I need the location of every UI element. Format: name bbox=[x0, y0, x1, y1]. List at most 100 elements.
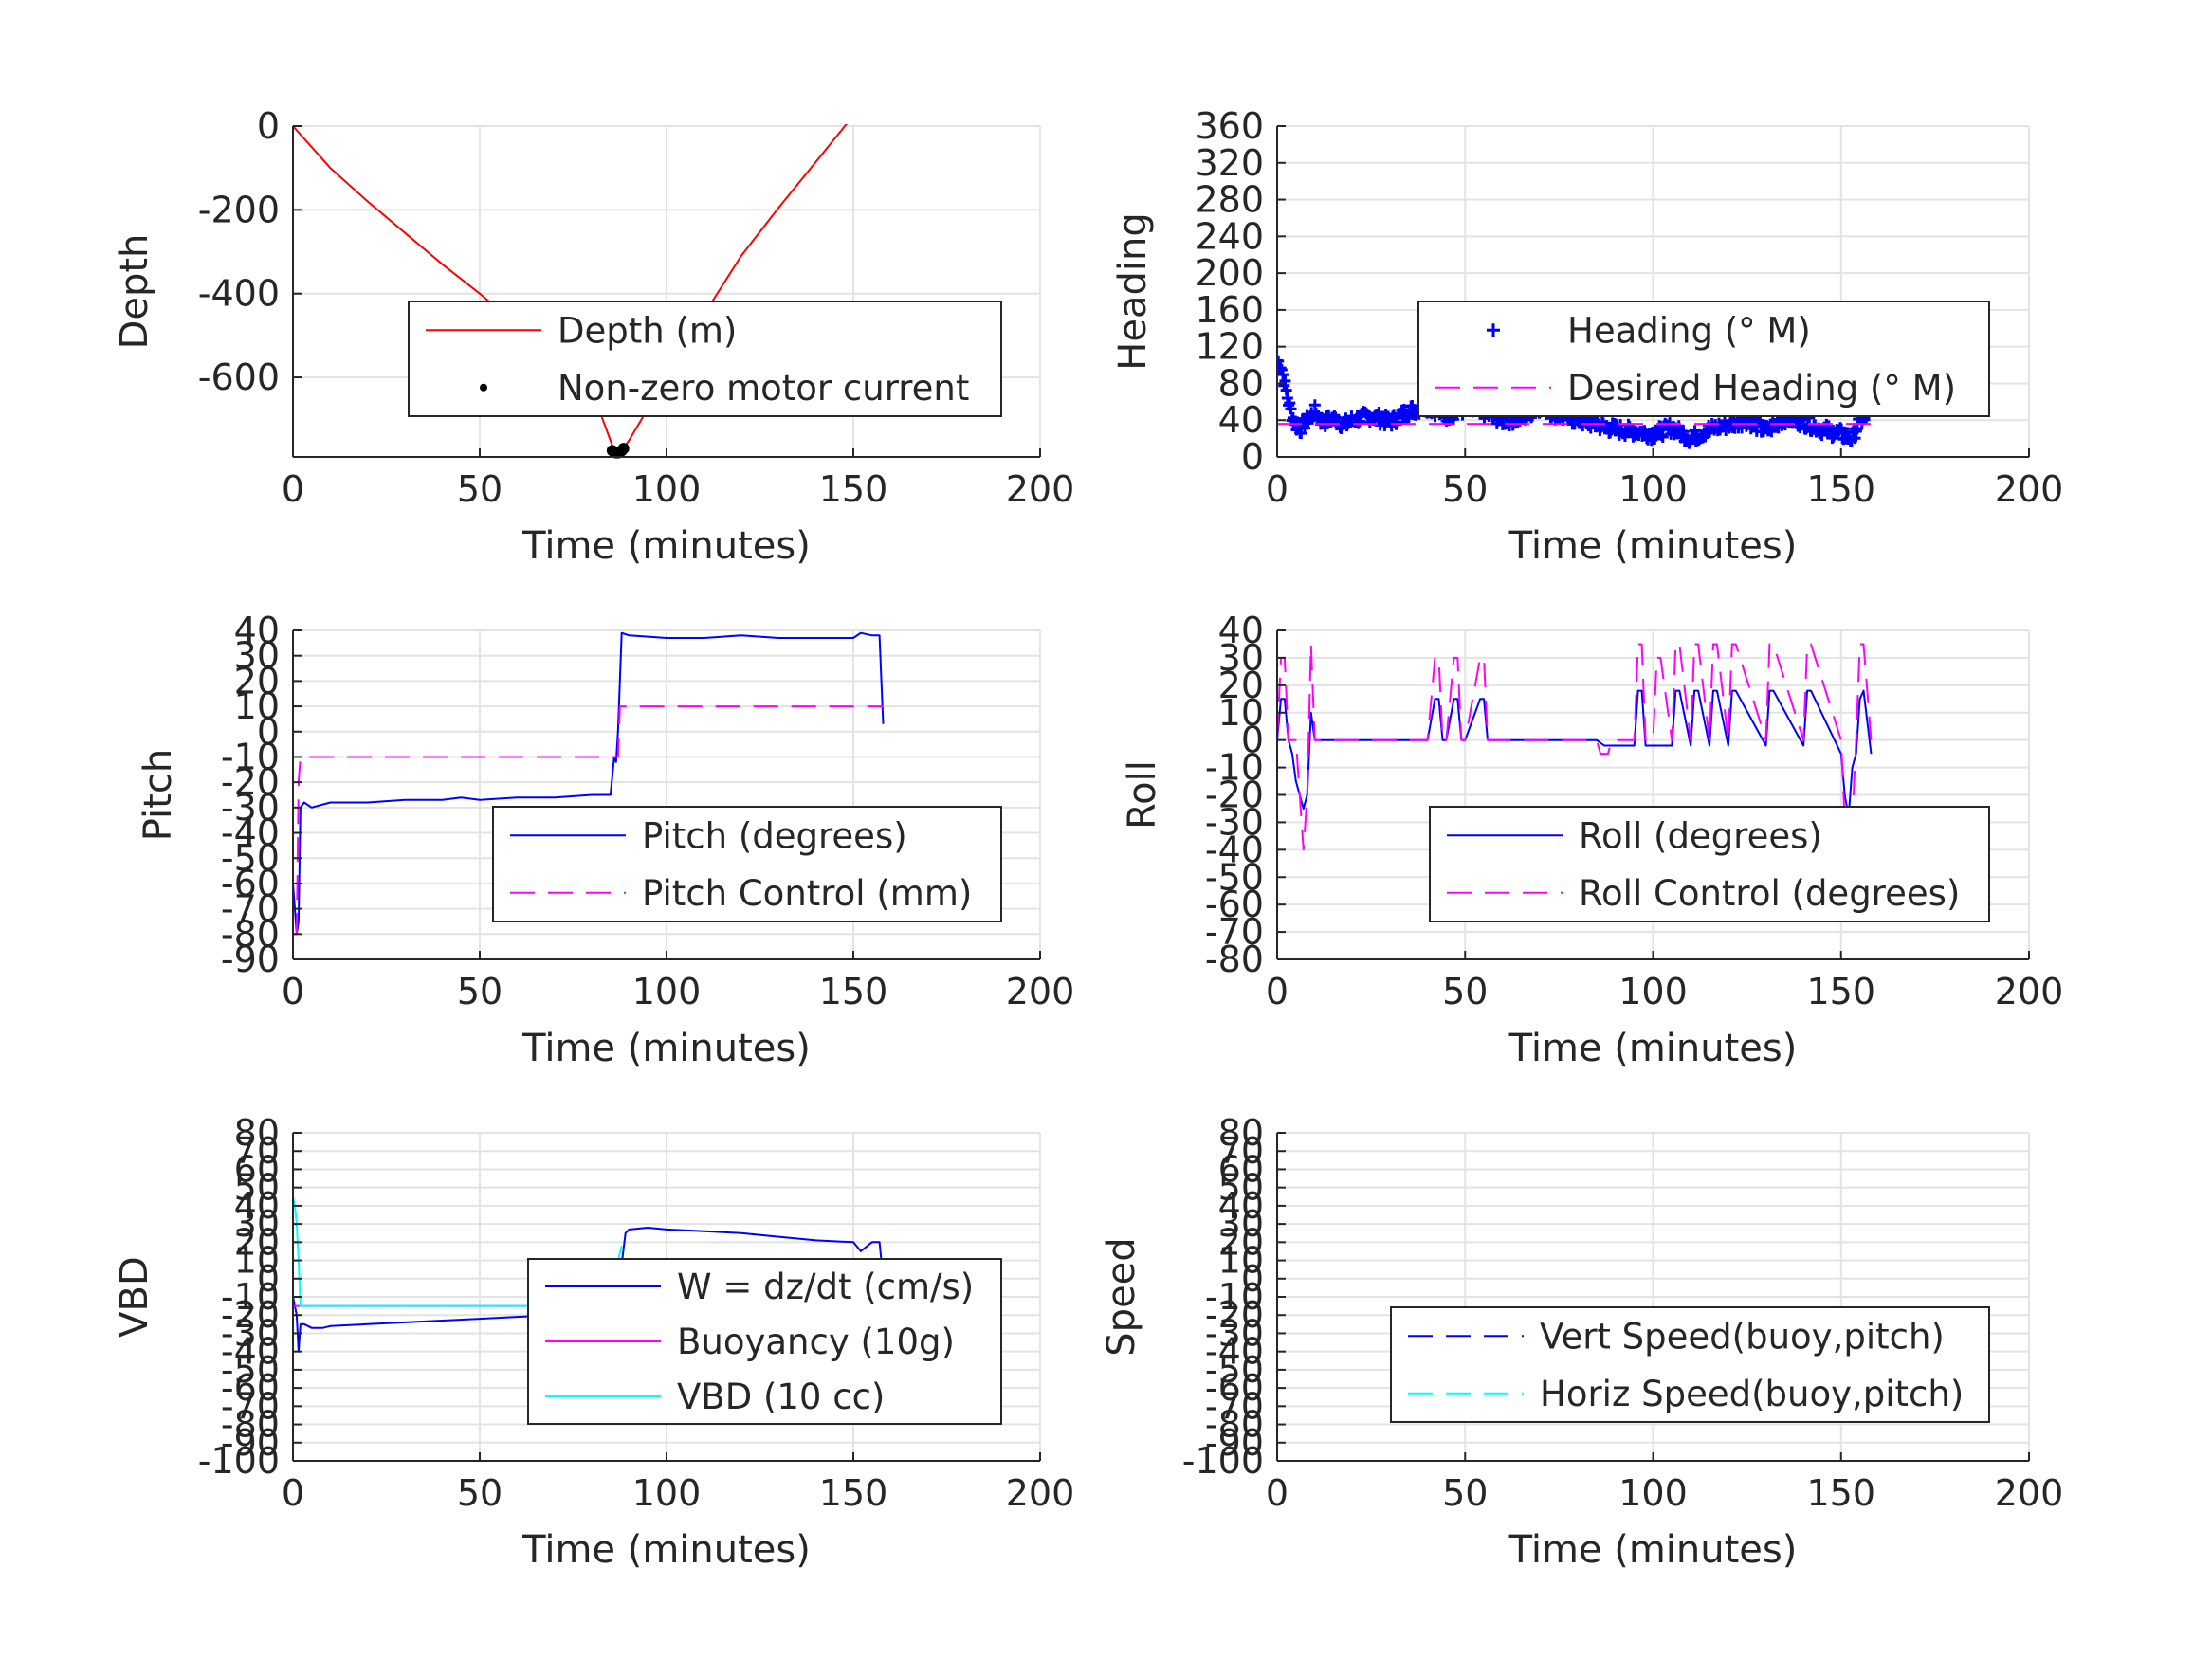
x-tick-label: 150 bbox=[819, 1472, 888, 1514]
legend-label: Pitch (degrees) bbox=[642, 815, 907, 856]
x-tick-label: 50 bbox=[457, 468, 503, 510]
x-tick-label: 100 bbox=[1618, 1472, 1688, 1514]
legend: W = dz/dt (cm/s) Buoyancy (10g) VBD (10 cc… bbox=[527, 1258, 1002, 1425]
y-tick-label: -100 bbox=[198, 1440, 280, 1482]
y-axis-label: Heading bbox=[1111, 212, 1155, 370]
y-tick-label: -80 bbox=[221, 913, 280, 955]
x-tick-label: 150 bbox=[819, 468, 888, 510]
y-tick-label: -80 bbox=[1205, 939, 1264, 980]
y-tick-label: -90 bbox=[1205, 1422, 1264, 1464]
chart-heading: 0 50 100 150 20004080120160200240280320360Ti… bbox=[1111, 105, 2063, 568]
x-tick-label: 150 bbox=[1806, 468, 1875, 510]
y-tick-label: 80 bbox=[234, 1112, 280, 1154]
y-tick-label: 20 bbox=[234, 1221, 280, 1263]
y-tick-label: -50 bbox=[221, 837, 280, 879]
legend-label: Horiz Speed(buoy,pitch) bbox=[1540, 1374, 1964, 1414]
x-tick-label: 200 bbox=[1995, 971, 2064, 1012]
y-tick-label: -10 bbox=[221, 736, 280, 777]
chart-roll: 0 50 100 150 200-80-70-60-50-40-30-20-100102… bbox=[1121, 610, 2063, 1070]
y-tick-label: 40 bbox=[1218, 610, 1264, 651]
x-tick-label: 100 bbox=[632, 468, 702, 510]
legend-label: Pitch Control (mm) bbox=[642, 873, 972, 914]
y-tick-label: 0 bbox=[257, 105, 280, 147]
legend-box bbox=[1417, 301, 1990, 417]
x-tick-label: 0 bbox=[1266, 971, 1289, 1012]
x-axis-label: Time (minutes) bbox=[521, 1528, 811, 1572]
data-point bbox=[1689, 425, 1701, 437]
y-axis-label: VBD bbox=[113, 1256, 156, 1338]
y-tick-label: 280 bbox=[1195, 179, 1264, 221]
chart-pitch: 0 50 100 150 200-90-80-70-60-50-40-30-20-100… bbox=[137, 610, 1074, 1070]
y-tick-label: -100 bbox=[1182, 1440, 1264, 1482]
x-tick-label: 0 bbox=[282, 468, 304, 510]
legend-label: Desired Heading (° M) bbox=[1567, 368, 1956, 409]
y-axis-label: Roll bbox=[1121, 760, 1164, 830]
legend-label: VBD (10 cc) bbox=[677, 1376, 885, 1417]
legend-box bbox=[408, 301, 1002, 417]
y-tick-label: 40 bbox=[234, 1185, 280, 1227]
y-tick-label: -30 bbox=[1205, 801, 1264, 843]
y-tick-label: -40 bbox=[221, 812, 280, 854]
x-tick-label: 50 bbox=[1442, 1472, 1488, 1514]
x-tick-label: 150 bbox=[1806, 971, 1875, 1012]
y-tick-label: 120 bbox=[1195, 326, 1264, 368]
y-tick-label: 40 bbox=[234, 610, 280, 651]
x-tick-label: 50 bbox=[457, 971, 503, 1012]
x-tick-label: 0 bbox=[282, 1472, 304, 1514]
x-tick-label: 50 bbox=[1442, 971, 1488, 1012]
y-tick-label: -60 bbox=[1205, 1367, 1264, 1409]
chart-depth: 0 50 100 150 200 0 -200 -400 -600 Time (minutes) D… bbox=[113, 105, 1074, 568]
y-tick-label: 0 bbox=[1241, 1258, 1264, 1300]
y-tick-label: 70 bbox=[1218, 1130, 1264, 1172]
y-tick-label: -200 bbox=[198, 189, 280, 230]
x-tick-label: 50 bbox=[457, 1472, 503, 1514]
y-tick-label: 20 bbox=[234, 660, 280, 702]
x-tick-label: 100 bbox=[632, 1472, 702, 1514]
y-tick-label: -70 bbox=[1205, 1385, 1264, 1427]
y-tick-label: -50 bbox=[1205, 1349, 1264, 1391]
y-tick-label: -60 bbox=[1205, 884, 1264, 925]
y-tick-label: 240 bbox=[1195, 215, 1264, 257]
x-tick-label: 0 bbox=[282, 971, 304, 1012]
data-point bbox=[1277, 369, 1289, 381]
y-tick-label: -20 bbox=[1205, 1294, 1264, 1336]
y-tick-label: -80 bbox=[1205, 1404, 1264, 1446]
legend-swatch bbox=[480, 383, 487, 392]
x-tick-label: 200 bbox=[1995, 1472, 2064, 1514]
x-tick-label: 200 bbox=[1006, 468, 1075, 510]
legend-label: Depth (m) bbox=[558, 310, 737, 351]
series-group bbox=[293, 124, 848, 459]
x-tick-label: 200 bbox=[1995, 468, 2064, 510]
y-tick-label: -20 bbox=[221, 1294, 280, 1336]
x-tick-label: 150 bbox=[819, 971, 888, 1012]
x-tick-label: 100 bbox=[1618, 468, 1688, 510]
y-tick-label: 10 bbox=[1218, 1240, 1264, 1282]
legend-box bbox=[1390, 1306, 1990, 1423]
y-tick-label: -50 bbox=[221, 1349, 280, 1391]
y-tick-label: 80 bbox=[1218, 362, 1264, 404]
y-tick-label: 10 bbox=[234, 685, 280, 727]
series-line-pitch-1 bbox=[293, 705, 884, 936]
y-tick-label: 0 bbox=[257, 1258, 280, 1300]
y-tick-label: -90 bbox=[221, 1422, 280, 1464]
y-tick-label: 20 bbox=[1218, 665, 1264, 706]
y-tick-label: -50 bbox=[1205, 856, 1264, 898]
y-tick-label: -80 bbox=[221, 1404, 280, 1446]
legend-label: Heading (° M) bbox=[1567, 310, 1811, 351]
x-tick-label: 100 bbox=[1618, 971, 1688, 1012]
y-tick-label: 30 bbox=[1218, 637, 1264, 679]
y-tick-label: -40 bbox=[1205, 1331, 1264, 1373]
y-tick-label: 320 bbox=[1195, 142, 1264, 184]
x-tick-label: 0 bbox=[1266, 1472, 1289, 1514]
y-tick-label: 80 bbox=[1218, 1112, 1264, 1154]
legend: Roll (degrees) Roll Control (degrees) bbox=[1429, 806, 1990, 922]
x-tick-label: 200 bbox=[1006, 1472, 1075, 1514]
y-tick-label: -40 bbox=[221, 1331, 280, 1373]
legend: Heading (° M) Desired Heading (° M) bbox=[1417, 301, 1990, 417]
legend-box bbox=[492, 806, 1002, 922]
legend-label: Vert Speed(buoy,pitch) bbox=[1540, 1316, 1945, 1357]
legend-label: W = dz/dt (cm/s) bbox=[677, 1267, 974, 1307]
x-axis-label: Time (minutes) bbox=[521, 524, 811, 568]
legend-label: Buoyancy (10g) bbox=[677, 1322, 955, 1362]
